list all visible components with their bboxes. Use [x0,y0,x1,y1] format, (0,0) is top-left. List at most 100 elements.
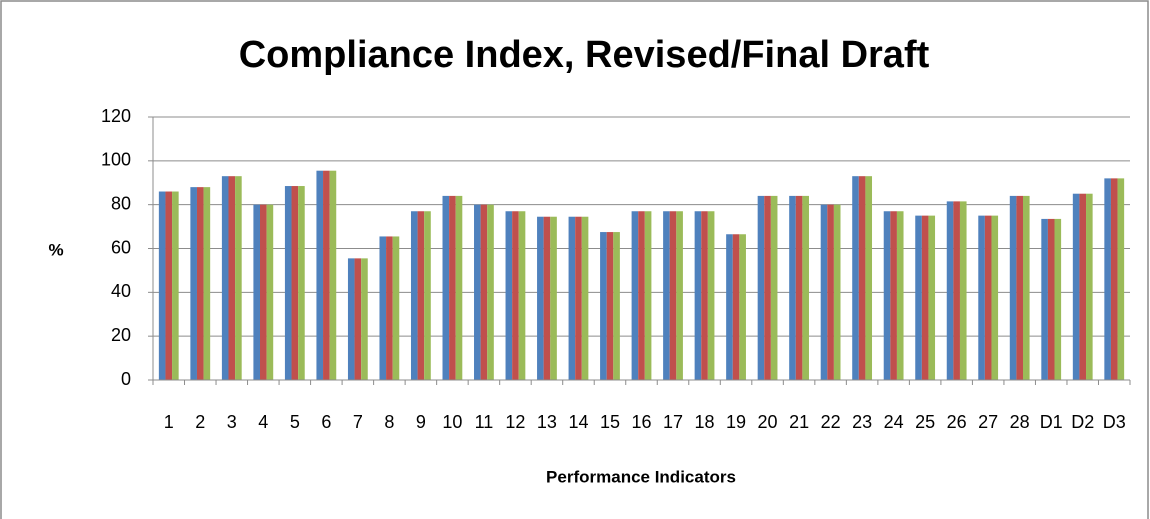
y-tick-label: 120 [101,106,131,126]
bar [1016,195,1023,380]
bar [417,211,425,380]
bar [260,204,267,380]
x-tick-label: 4 [258,412,268,432]
bar [820,204,828,380]
bar [953,201,960,380]
bar [1079,193,1087,380]
x-axis-title: Performance Indicators [546,467,736,486]
bar [631,211,639,380]
x-tick-label: 19 [726,412,746,432]
bar [789,195,796,380]
bar [575,216,582,380]
x-tick-label: 17 [663,412,683,432]
y-tick-label: 20 [111,325,131,345]
bar [537,216,544,380]
bar [663,211,670,380]
bar [701,211,708,380]
bar [190,187,197,380]
bar [600,232,607,380]
bar [1104,178,1111,380]
bar [921,215,929,380]
x-tick-label: 27 [978,412,998,432]
bar [505,211,513,380]
bar [644,211,652,380]
bar [827,204,834,380]
x-tick-label: D1 [1040,412,1063,432]
bar [739,234,746,380]
bar [196,187,204,380]
bar [386,236,393,380]
bar [1022,195,1030,380]
bar [518,211,526,380]
bar [764,195,771,380]
x-tick-label: 2 [195,412,205,432]
bar [852,176,859,380]
bar [512,211,519,380]
x-tick-label: 15 [600,412,620,432]
x-tick-label: 7 [353,412,363,432]
x-tick-label: 23 [852,412,872,432]
bar [253,204,261,380]
bar [1054,218,1062,380]
bar [1009,195,1017,380]
bar [354,258,362,380]
bar [291,186,299,380]
bar [1117,178,1125,380]
bar [410,211,418,380]
y-tick-label: 40 [111,281,131,301]
bar [991,215,999,380]
bar [487,204,494,380]
bar [613,232,620,380]
bar [795,195,803,380]
bar [235,176,242,380]
bar [669,211,677,380]
bar [550,216,557,380]
x-tick-label: 21 [789,412,809,432]
bar [442,195,450,380]
x-tick-label: D2 [1071,412,1094,432]
bar [568,216,576,380]
x-tick-label: 11 [475,412,494,432]
x-tick-label: 24 [884,412,904,432]
bar [1041,218,1048,380]
bar [379,236,387,380]
bar [707,211,715,380]
bar [638,211,645,380]
bar [946,201,954,380]
bar [606,232,614,380]
bar [896,211,904,380]
x-tick-label: 18 [695,412,715,432]
x-tick-label: D3 [1103,412,1126,432]
x-tick-label: 13 [537,412,557,432]
x-tick-label: 3 [227,412,237,432]
bar [1086,193,1093,380]
bar [455,195,463,380]
bar [221,176,229,380]
x-tick-label: 10 [442,412,462,432]
bar [770,195,778,380]
bar [298,186,305,380]
chart-title: Compliance Index, Revised/Final Draft [239,34,930,76]
bar [676,211,683,380]
bar [329,170,337,380]
bar [581,216,589,380]
bar [984,215,992,380]
x-tick-label: 5 [290,412,300,432]
bar [203,187,211,380]
bar [928,215,936,380]
bar [474,204,481,380]
y-tick-label: 0 [121,369,131,389]
y-axis-title: % [48,240,63,259]
bar [858,176,866,380]
y-tick-label: 80 [111,193,131,213]
bar [424,211,431,380]
x-tick-label: 12 [505,412,525,432]
bar [392,236,400,380]
y-tick-label: 60 [111,237,131,257]
bar [959,201,967,380]
bar [865,176,873,380]
x-tick-label: 8 [384,412,394,432]
bar [732,234,740,380]
bar [726,234,733,380]
